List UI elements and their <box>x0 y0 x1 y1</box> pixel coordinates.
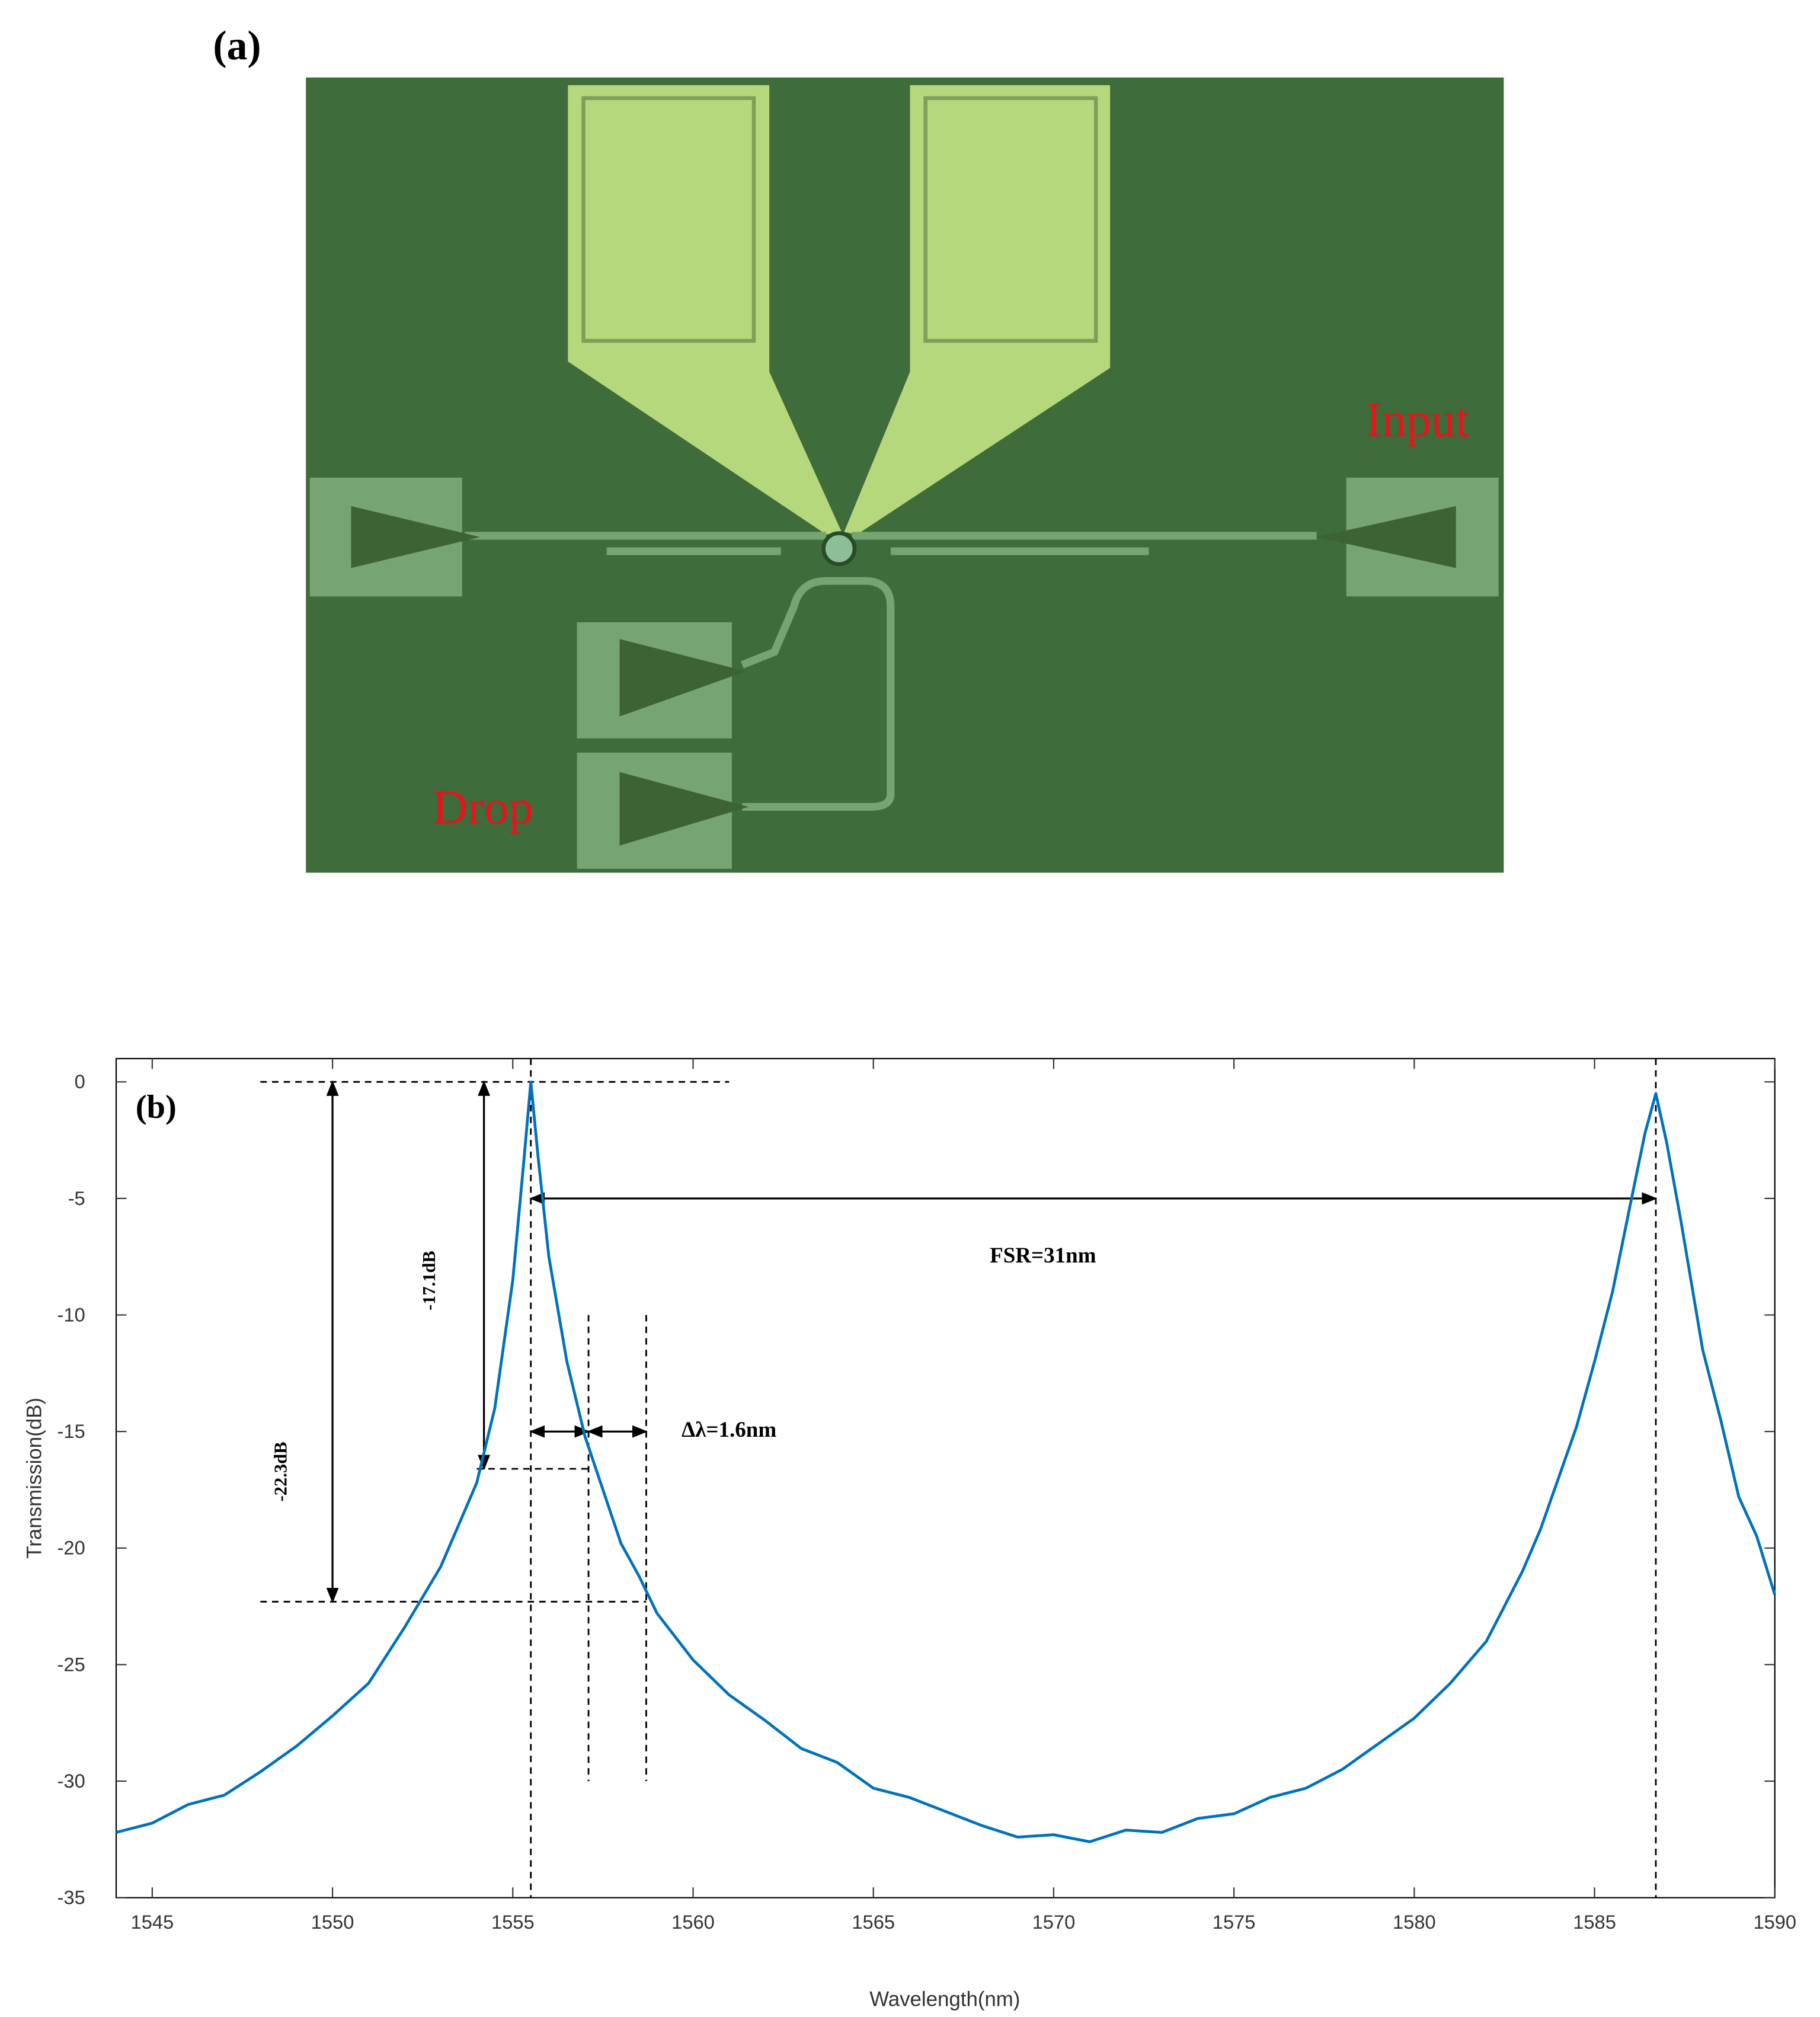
x-tick-label: 1570 <box>1032 1911 1076 1933</box>
annotation: Δλ=1.6nm <box>682 1418 776 1442</box>
x-tick-label: 1545 <box>131 1911 174 1933</box>
y-tick-label: -30 <box>57 1770 85 1792</box>
x-axis-label: Wavelength(nm) <box>869 1988 1020 2011</box>
y-axis-label: Transmission(dB) <box>23 1398 46 1559</box>
x-tick-label: 1560 <box>671 1911 715 1933</box>
drop-label: Drop <box>433 780 533 835</box>
y-tick-label: -25 <box>57 1653 85 1675</box>
x-tick-label: 1585 <box>1573 1911 1616 1933</box>
x-tick-label: 1580 <box>1393 1911 1436 1933</box>
annotation: -22.3dB <box>271 1442 291 1502</box>
data-line <box>116 1080 1777 1843</box>
x-tick-label: 1550 <box>311 1911 354 1933</box>
y-tick-label: -35 <box>57 1887 85 1909</box>
micrograph <box>306 77 1504 873</box>
y-tick-label: 0 <box>75 1070 85 1092</box>
y-tick-label: -5 <box>68 1187 85 1209</box>
annotation: FSR=31nm <box>990 1244 1096 1268</box>
x-tick-label: 1565 <box>852 1911 895 1933</box>
plot-area <box>115 1057 1776 1898</box>
input-label: Input <box>1365 392 1469 447</box>
annotation: -17.1dB <box>419 1251 439 1310</box>
y-tick-label: -10 <box>57 1303 85 1325</box>
x-tick-label: 1555 <box>491 1911 535 1933</box>
panel-label: (b) <box>136 1089 177 1126</box>
y-tick-label: -20 <box>57 1537 85 1559</box>
x-tick-label: 1575 <box>1213 1911 1256 1933</box>
y-tick-label: -15 <box>57 1420 85 1442</box>
panel-label: (a) <box>213 23 261 69</box>
x-tick-label: 1590 <box>1753 1911 1796 1933</box>
